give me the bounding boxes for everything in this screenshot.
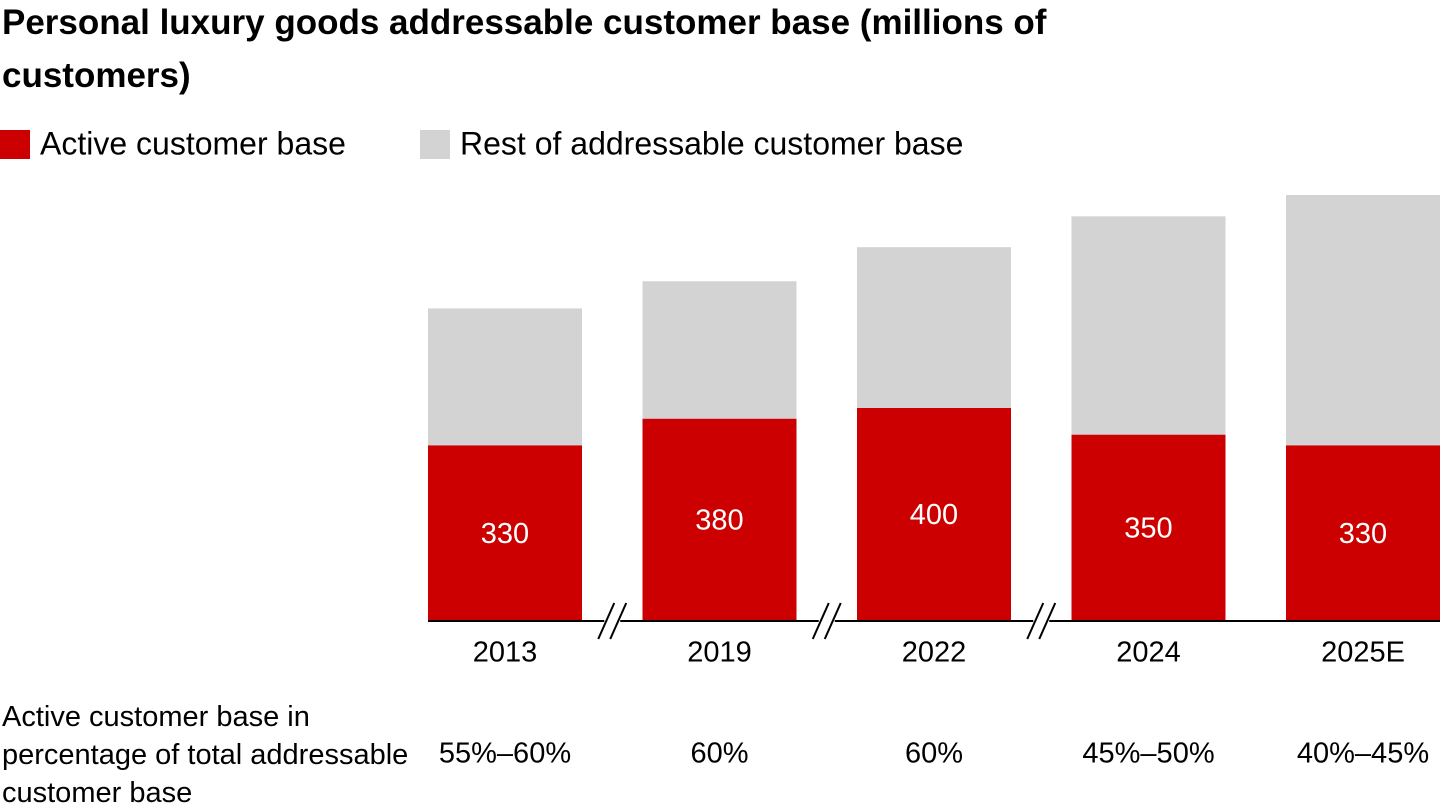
x-tick-label: 2019 — [687, 637, 752, 669]
legend-swatch — [420, 130, 450, 159]
bar-segment — [428, 308, 582, 446]
row-value: 60% — [905, 738, 963, 770]
axis-break — [597, 602, 616, 640]
bar-segment — [1286, 195, 1440, 446]
data-label: 350 — [1124, 512, 1172, 544]
axis-break-gap — [818, 618, 835, 624]
legend-swatch — [0, 130, 30, 159]
x-tick-label: 2013 — [473, 637, 538, 669]
bar-segment — [857, 247, 1011, 408]
legend-label: Rest of addressable customer base — [460, 125, 963, 161]
bar-segment — [1071, 216, 1226, 435]
row-value: 45%–50% — [1082, 738, 1214, 770]
x-tick-label: 2025E — [1321, 637, 1405, 669]
x-tick-label: 2022 — [902, 637, 967, 669]
row-label: Active customer base in percentage of to… — [2, 701, 409, 809]
bar-segment — [642, 418, 797, 621]
axis-break — [1026, 602, 1045, 640]
bar-segment — [1286, 445, 1440, 621]
chart-title: Personal luxury goods addressable custom… — [2, 3, 1047, 95]
axis-break — [823, 602, 842, 640]
axis-break-gap — [604, 618, 621, 624]
bar-segment — [642, 281, 797, 419]
row-value: 55%–60% — [439, 738, 571, 770]
data-label: 400 — [910, 499, 958, 531]
bar-segment — [1071, 434, 1226, 621]
legend-label: Active customer base — [40, 125, 346, 161]
data-label: 330 — [481, 518, 529, 550]
bar-segment — [428, 445, 582, 621]
row-value: 60% — [690, 738, 748, 770]
bar-segment — [857, 408, 1011, 621]
axis-break — [609, 602, 628, 640]
row-value: 40%–45% — [1297, 738, 1429, 770]
axis-break — [811, 602, 830, 640]
x-tick-label: 2024 — [1116, 637, 1181, 669]
data-label: 330 — [1339, 518, 1387, 550]
axis-break — [1038, 602, 1057, 640]
data-label: 380 — [695, 504, 743, 536]
axis-break-gap — [1033, 618, 1050, 624]
